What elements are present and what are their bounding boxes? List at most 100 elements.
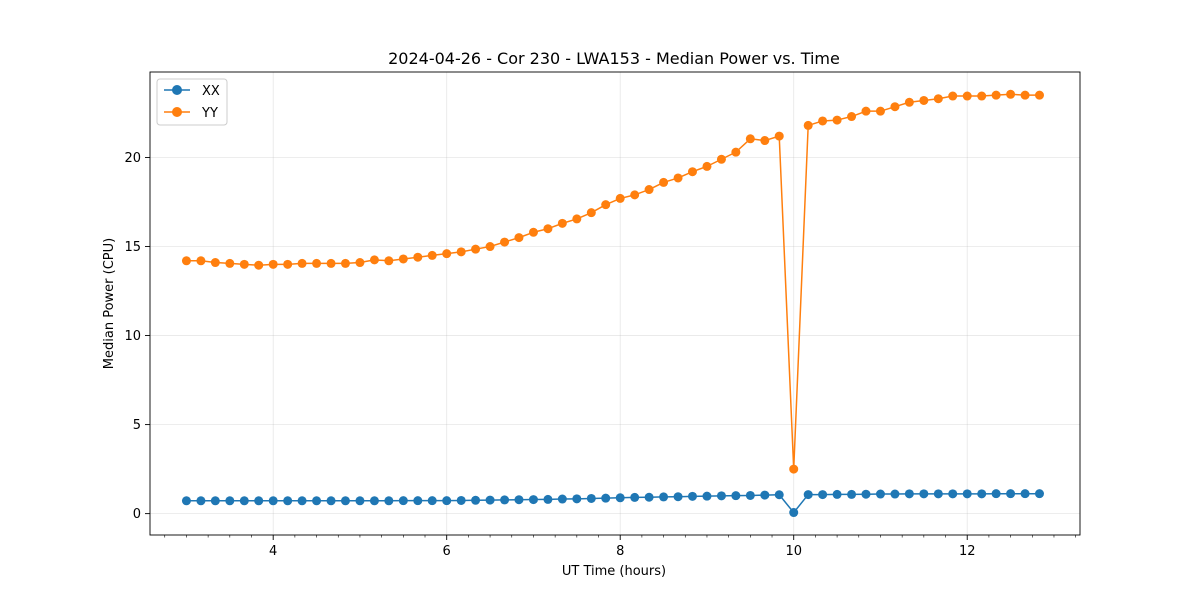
series-xx-point (283, 496, 293, 506)
series-xx-point (933, 489, 943, 499)
series-yy-point (181, 256, 191, 266)
series-xx-point (875, 489, 885, 499)
series-yy-point (673, 173, 683, 183)
plot-frame (149, 71, 1081, 536)
series-yy-point (196, 256, 206, 266)
series-yy-point (1020, 90, 1030, 100)
series-xx-point (659, 492, 669, 502)
series-xx-point (326, 496, 336, 506)
series-xx-point (745, 490, 755, 500)
series-yy-point (919, 95, 929, 105)
series-yy-point (326, 258, 336, 268)
series-xx-point (687, 491, 697, 501)
series-yy-point (210, 258, 220, 268)
series-xx-point (904, 489, 914, 499)
series-yy-point (615, 193, 625, 203)
y-tick-label: 15 (124, 240, 141, 255)
series-yy-point (471, 244, 481, 254)
series-xx-point (630, 492, 640, 502)
series-xx-point (239, 496, 249, 506)
series-xx-point (528, 495, 538, 505)
series-yy-point (312, 258, 322, 268)
series-xx-point (398, 496, 408, 506)
series-xx-point (557, 494, 567, 504)
y-tick-label: 5 (133, 418, 141, 433)
series-yy-point (369, 255, 379, 265)
series-yy-point (991, 90, 1001, 100)
series-xx-point (760, 490, 770, 500)
series-yy-point (659, 177, 669, 187)
series-xx-point (196, 496, 206, 506)
chart-title: 2024-04-26 - Cor 230 - LWA153 - Median P… (388, 49, 840, 68)
series-yy-point (239, 259, 249, 269)
series-yy-point (485, 242, 495, 252)
series-xx-point (919, 489, 929, 499)
series-yy-point (818, 116, 828, 126)
series-yy-point (803, 120, 813, 130)
series-xx-point (977, 489, 987, 499)
series-yy-point (586, 208, 596, 218)
series-xx-point (384, 496, 394, 506)
series-yy-point (283, 259, 293, 269)
series-xx-point (832, 489, 842, 499)
series-yy-point (847, 112, 857, 122)
series-yy-point (355, 258, 365, 268)
legend-yy-label: YY (201, 106, 218, 121)
series-yy-point (456, 247, 466, 257)
series-xx-point (572, 494, 582, 504)
series-xx-point (297, 496, 307, 506)
x-tick-label: 12 (959, 544, 976, 559)
series-yy-point (789, 464, 799, 474)
series-yy-point (904, 97, 914, 107)
series-xx-point (731, 491, 741, 501)
series-xx-point (312, 496, 322, 506)
x-axis-label: UT Time (hours) (562, 564, 666, 579)
grid (150, 72, 1080, 535)
series-yy-point (398, 254, 408, 264)
series-xx-point (268, 496, 278, 506)
series-yy-point (514, 233, 524, 243)
series-yy-point (500, 237, 510, 247)
series-xx-point (644, 492, 654, 502)
series-yy-point (962, 91, 972, 101)
series-yy-point (745, 134, 755, 144)
series-xx-point (355, 496, 365, 506)
axes: 4 6 8 10 12 0 5 10 15 20 (124, 151, 1076, 559)
series-yy-point (427, 250, 437, 260)
series-xx-point (586, 493, 596, 503)
series-yy-point (687, 167, 697, 177)
series-yy-point (716, 154, 726, 164)
series-yy-point (731, 147, 741, 157)
series-xx-point (471, 495, 481, 505)
series-xx-point (442, 496, 452, 506)
legend: XX YY (156, 78, 228, 126)
y-tick-label: 10 (124, 329, 141, 344)
series-xx-point (254, 496, 264, 506)
series-yy-point (630, 190, 640, 200)
x-tick-label: 4 (269, 544, 277, 559)
y-axis-label: Median Power (CPU) (102, 238, 117, 369)
series-yy-point (384, 256, 394, 266)
series-xx-point (702, 491, 712, 501)
series-yy-point (861, 106, 871, 116)
series-xx-point (456, 495, 466, 505)
x-tick-label: 8 (616, 544, 624, 559)
series-xx-point (514, 495, 524, 505)
series-xx-point (225, 496, 235, 506)
series-yy-point (832, 115, 842, 125)
series-xx-point (181, 496, 191, 506)
series-yy-point (1006, 89, 1016, 99)
series-xx-point (991, 489, 1001, 499)
series-xx-point (673, 492, 683, 502)
series-yy-point (601, 200, 611, 210)
series-yy-point (413, 252, 423, 262)
series-yy-point (543, 224, 553, 234)
series-yy-point (557, 218, 567, 228)
series-xx-point (803, 490, 813, 500)
series-yy-point (528, 227, 538, 237)
series-xx-point (948, 489, 958, 499)
series-xx-point (962, 489, 972, 499)
series-xx-point (500, 495, 510, 505)
series-xx-point (210, 496, 220, 506)
series-xx-point (1034, 489, 1044, 499)
